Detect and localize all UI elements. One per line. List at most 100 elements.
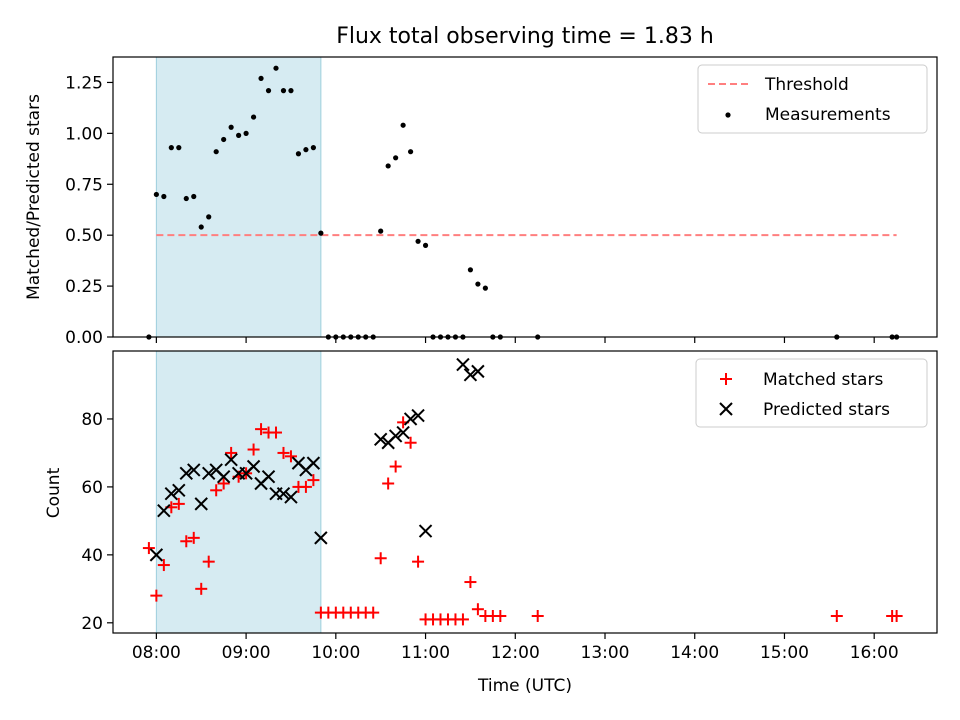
x-tick-label: 12:00 xyxy=(491,643,540,663)
predicted-point xyxy=(187,463,201,477)
predicted-point-b xyxy=(157,503,171,518)
predicted-point xyxy=(314,531,328,545)
predicted-point-b xyxy=(456,357,470,372)
matched-point xyxy=(471,603,484,616)
predicted-point xyxy=(172,483,186,498)
matched-point xyxy=(284,450,297,463)
predicted-point-b xyxy=(149,548,164,562)
matched-point xyxy=(150,589,163,602)
measurement-point xyxy=(318,230,324,236)
matched-point xyxy=(172,497,185,510)
x-tick-label: 15:00 xyxy=(760,643,809,663)
predicted-point xyxy=(261,470,276,484)
predicted-point-b xyxy=(164,486,179,501)
matched-point xyxy=(210,484,223,497)
predicted-point xyxy=(276,486,291,501)
y-tick-label: 0.50 xyxy=(65,226,103,246)
measurement-point xyxy=(415,238,421,244)
measurement-point xyxy=(385,163,391,169)
matched-point xyxy=(180,535,193,548)
measurement-point xyxy=(280,88,287,94)
predicted-point-b xyxy=(179,466,193,481)
count-panel: 20 40 60 80 08:00 09:00 10:00 11:00 12:00 13:00 1… xyxy=(44,350,938,696)
measurement-point xyxy=(183,195,189,202)
count-x-ticks: 08:00 09:00 10:00 11:00 12:00 13:00 14:00 15:00… xyxy=(132,633,899,663)
ratio-legend: Threshold Measurements xyxy=(697,64,928,134)
matched-point xyxy=(217,477,230,490)
ratio-panel: 0.00 0.25 0.50 0.75 1.00 1.25 Matched/Predict… xyxy=(24,56,938,348)
predicted-point xyxy=(216,470,231,484)
matched-point xyxy=(247,443,260,456)
predicted-point-b xyxy=(314,531,328,545)
measurement-point xyxy=(153,191,159,198)
observing-window-band xyxy=(155,350,322,634)
predicted-point-b xyxy=(291,456,306,470)
matched-point xyxy=(830,610,843,623)
predicted-point xyxy=(388,429,403,443)
predicted-point xyxy=(224,453,238,467)
legend-matched-label: Matched stars xyxy=(763,370,883,390)
measurement-point xyxy=(250,114,257,120)
legend-measurements-swatch xyxy=(725,112,731,118)
predicted-point xyxy=(418,524,433,538)
measurement-point xyxy=(213,149,219,155)
matched-point xyxy=(277,446,290,459)
y-tick-label: 0.25 xyxy=(65,277,103,297)
legend-predicted-label: Predicted stars xyxy=(763,400,890,420)
predicted-point-b xyxy=(202,466,216,481)
predicted-point xyxy=(403,412,418,426)
y-tick-label: 60 xyxy=(81,478,103,498)
predicted-point-b xyxy=(396,425,410,440)
matched-point xyxy=(195,582,208,595)
predicted-point-b xyxy=(411,408,425,423)
predicted-point-b xyxy=(209,463,223,477)
matched-point xyxy=(456,613,469,626)
predicted-point xyxy=(463,368,478,382)
measurement-point xyxy=(221,136,227,143)
count-y-axis-label: Count xyxy=(44,467,64,518)
measurement-point xyxy=(400,122,406,128)
matched-point xyxy=(464,576,477,589)
x-tick-label: 11:00 xyxy=(401,643,450,663)
measurement-point xyxy=(393,155,399,161)
matched-point xyxy=(255,423,268,436)
predicted-point xyxy=(164,486,179,501)
predicted-points xyxy=(149,357,485,562)
legend-threshold-label: Threshold xyxy=(764,75,849,95)
measurement-point xyxy=(265,88,272,94)
predicted-point-b xyxy=(471,364,485,379)
measurement-point xyxy=(422,242,429,248)
matched-point xyxy=(202,555,215,568)
count-x-axis-label: Time (UTC) xyxy=(477,676,572,696)
legend-measurements-label: Measurements xyxy=(765,105,891,125)
measurement-point xyxy=(236,132,242,138)
predicted-point-b xyxy=(194,497,208,511)
measurement-point xyxy=(378,228,384,234)
predicted-point-b xyxy=(187,463,201,477)
predicted-point-b xyxy=(306,456,321,470)
count-axes-frame xyxy=(112,350,938,634)
predicted-point xyxy=(471,364,485,379)
predicted-point-b xyxy=(216,470,231,484)
predicted-point xyxy=(284,490,298,504)
measurement-point xyxy=(161,193,167,200)
ratio-y-ticks: 0.00 0.25 0.50 0.75 1.00 1.25 xyxy=(65,73,113,348)
measurement-point xyxy=(303,147,309,153)
x-tick-label: 09:00 xyxy=(222,643,271,663)
measurement-point xyxy=(198,224,204,230)
predicted-point-b xyxy=(224,453,238,467)
y-tick-label: 1.25 xyxy=(65,73,103,93)
measurement-point xyxy=(475,281,481,287)
predicted-point-b xyxy=(172,483,186,498)
predicted-point xyxy=(149,548,164,562)
measurement-point xyxy=(168,145,174,151)
predicted-point-b xyxy=(418,524,433,538)
observing-window-shade xyxy=(155,56,322,338)
observing-window-band xyxy=(155,56,322,338)
measurement-point xyxy=(295,151,302,157)
measurement-points xyxy=(146,65,900,340)
measurement-point xyxy=(258,75,264,81)
figure-title: Flux total observing time = 1.83 h xyxy=(336,24,714,49)
predicted-point xyxy=(194,497,208,511)
